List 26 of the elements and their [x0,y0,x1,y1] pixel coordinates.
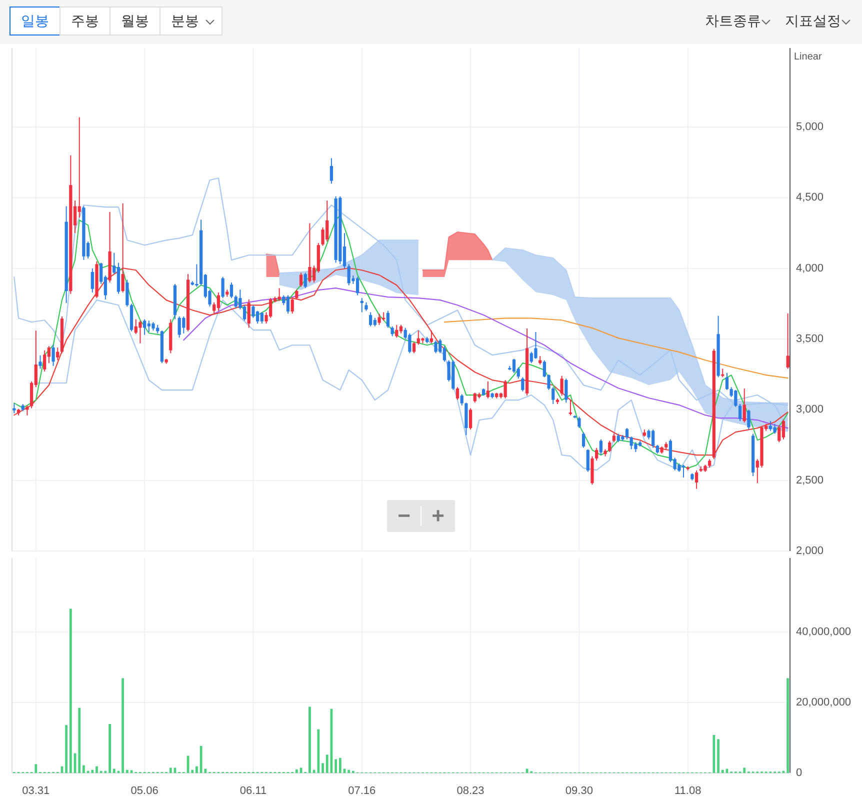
x-tick-label: 06.11 [240,784,267,797]
text: 월봉 [121,12,149,29]
y-tick-label: 0 [796,766,802,779]
text: Linear [794,52,822,63]
text: 주봉 [71,12,99,29]
x-tick-label: 07.16 [348,784,376,797]
annotation: − [398,502,410,528]
y-tick-label: 40,000,000 [796,626,852,638]
y-tick-label: 4,500 [796,192,824,204]
y-tick-label: 20,000,000 [796,696,852,708]
y-tick-label: 3,000 [796,404,824,416]
text: 차트종류 [705,12,761,29]
y-tick-label: 3,500 [796,332,824,345]
text: 분봉 [171,12,199,29]
annotation: + [432,502,444,528]
x-tick-label: 11.08 [674,784,702,797]
x-tick-label: 08.23 [456,784,484,797]
x-tick-label: 03.31 [22,784,50,797]
x-tick-label: 05.06 [130,784,158,797]
text: 일봉 [21,12,49,29]
y-tick-label: 2,500 [796,474,824,486]
text: 지표설정 [785,12,841,29]
y-tick-label: 5,000 [796,121,824,134]
y-tick-label: 2,000 [796,544,824,557]
y-tick-label: 4,000 [796,262,824,274]
x-tick-label: 09.30 [565,784,593,797]
